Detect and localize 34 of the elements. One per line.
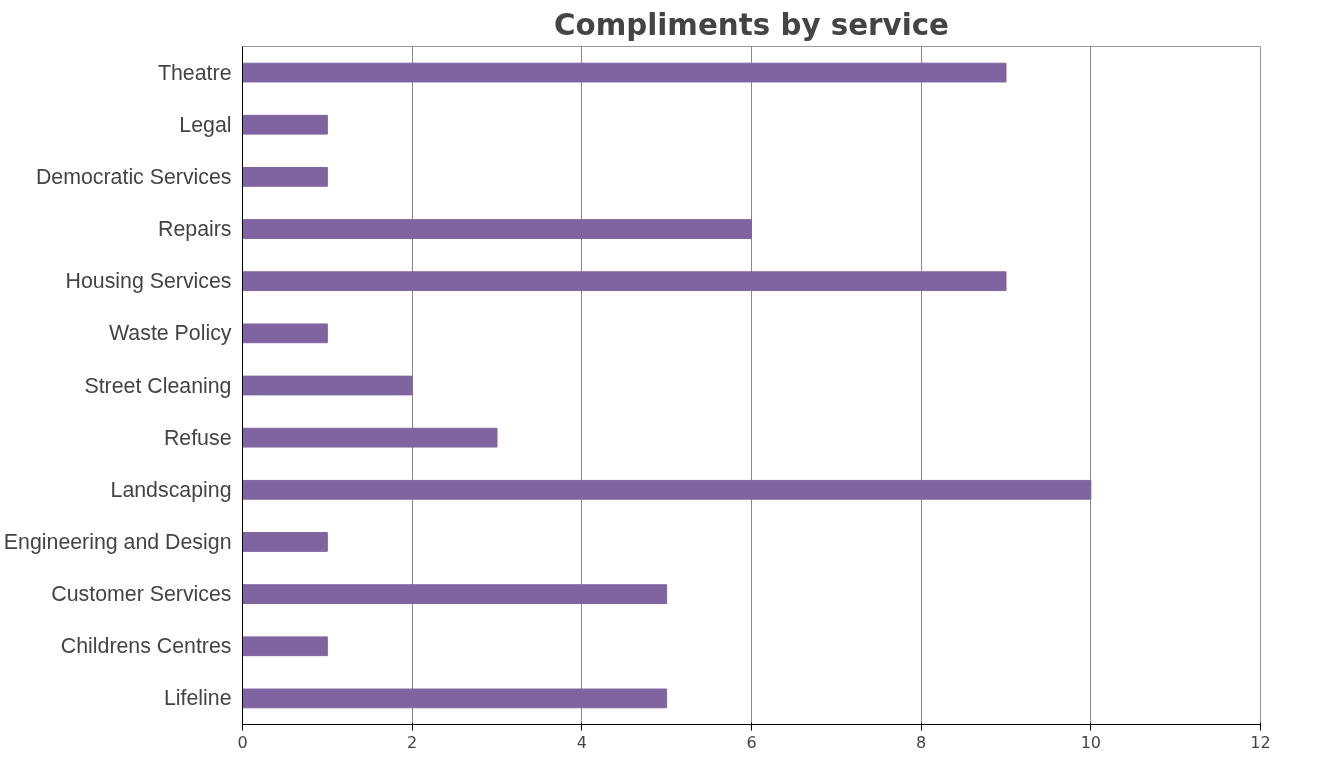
bar: [242, 219, 752, 239]
y-tick-label: Customer Services: [51, 582, 232, 607]
y-tick-label: Democratic Services: [35, 164, 232, 189]
x-tick-label: 2: [407, 732, 418, 752]
bar: [242, 62, 1007, 83]
bar: [242, 688, 668, 709]
bar: [242, 427, 498, 448]
x-tick-label: 8: [916, 732, 927, 752]
y-tick-label: Childrens Centres: [60, 634, 232, 659]
y-tick-label: Waste Policy: [109, 321, 232, 346]
bar: [242, 114, 328, 135]
bar: [242, 532, 328, 552]
y-tick-label: Lifeline: [163, 686, 232, 711]
bar: [242, 167, 328, 187]
y-tick-label: Legal: [179, 112, 232, 137]
x-tick-label: 12: [1250, 732, 1271, 752]
y-tick-label: Theatre: [158, 60, 232, 85]
y-tick-label: Street Cleaning: [84, 373, 232, 398]
y-tick-label: Housing Services: [65, 269, 232, 294]
y-tick-label: Repairs: [158, 217, 232, 242]
bar: [242, 271, 1007, 292]
x-tick-label: 10: [1080, 732, 1102, 752]
y-tick-label: Engineering and Design: [3, 529, 232, 554]
bar: [242, 584, 668, 604]
y-tick-label: Refuse: [163, 425, 232, 450]
bar: [242, 375, 413, 396]
x-tick-label: 6: [746, 732, 757, 752]
x-tick-label: 4: [576, 732, 587, 752]
bar: [242, 636, 328, 657]
bar: [242, 323, 328, 344]
bar: [242, 479, 1092, 500]
x-tick-label: 0: [237, 732, 248, 752]
y-tick-label: Landscaping: [110, 477, 232, 502]
chart-title: Compliments by service: [554, 7, 949, 42]
